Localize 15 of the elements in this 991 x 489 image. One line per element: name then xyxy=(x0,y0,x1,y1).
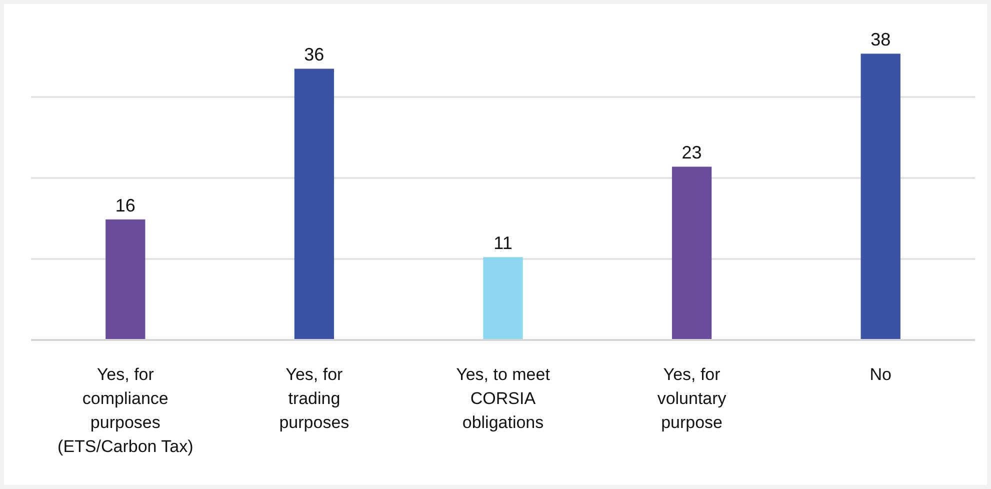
data-label: 38 xyxy=(870,30,891,50)
bar xyxy=(860,54,900,340)
bar xyxy=(483,257,523,340)
bar xyxy=(672,166,712,340)
data-label: 23 xyxy=(682,142,702,163)
data-label: 11 xyxy=(494,233,512,254)
x-tick-label: Yes, for compliance purposes (ETS/Carbon Tax) xyxy=(58,365,194,456)
x-tick-label: No xyxy=(870,365,892,384)
data-label: 36 xyxy=(304,44,324,65)
x-tick-label: Yes, for voluntary purpose xyxy=(657,365,727,432)
bar xyxy=(106,219,146,340)
x-tick-label: Yes, for trading purposes xyxy=(279,365,350,432)
x-tick-label: Yes, to meet CORSIA obligations xyxy=(456,365,550,432)
bar xyxy=(294,68,334,340)
data-label: 16 xyxy=(115,195,136,216)
